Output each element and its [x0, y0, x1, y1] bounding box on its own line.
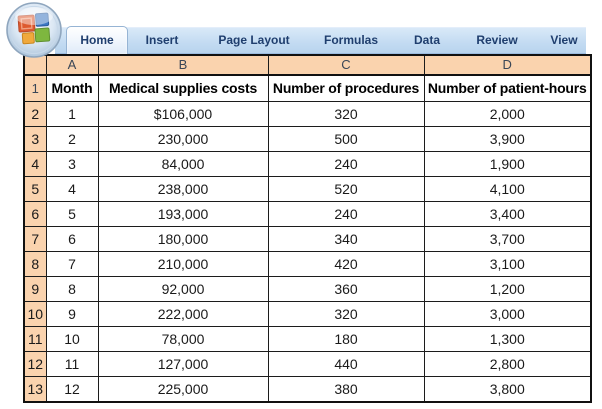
cell-month[interactable]: 4 [45, 176, 99, 202]
tab-data[interactable]: Data [413, 33, 441, 47]
header-cell-2[interactable]: Number of procedures [267, 74, 425, 102]
cell-month[interactable]: 9 [45, 301, 99, 327]
cell-procedures[interactable]: 380 [267, 376, 425, 403]
cell-cost[interactable]: 225,000 [97, 376, 269, 403]
cell-hours[interactable]: 2,800 [423, 351, 592, 377]
row-header-7[interactable]: 7 [23, 226, 47, 252]
ribbon-tab-bar: Home Insert Page Layout Formulas Data Re… [55, 26, 586, 54]
column-header-D[interactable]: D [423, 54, 592, 76]
table-row: 9 8 92,000 360 1,200 [23, 276, 592, 302]
cell-cost[interactable]: 193,000 [97, 201, 269, 227]
cell-cost[interactable]: 180,000 [97, 226, 269, 252]
cell-month[interactable]: 11 [45, 351, 99, 377]
table-row: 7 6 180,000 340 3,700 [23, 226, 592, 252]
table-row: 2 1 $106,000 320 2,000 [23, 101, 592, 127]
cell-cost[interactable]: 210,000 [97, 251, 269, 277]
row-header-6[interactable]: 6 [23, 201, 47, 227]
cell-cost[interactable]: 92,000 [97, 276, 269, 302]
header-row: 1 Month Medical supplies costs Number of pr… [23, 74, 592, 102]
cell-cost[interactable]: 127,000 [97, 351, 269, 377]
cell-month[interactable]: 2 [45, 126, 99, 152]
cell-hours[interactable]: 1,300 [423, 326, 592, 352]
cell-hours[interactable]: 3,400 [423, 201, 592, 227]
cell-month[interactable]: 5 [45, 201, 99, 227]
cell-procedures[interactable]: 240 [267, 201, 425, 227]
cell-month[interactable]: 3 [45, 151, 99, 177]
cell-hours[interactable]: 4,100 [423, 176, 592, 202]
cell-cost[interactable]: 230,000 [97, 126, 269, 152]
row-header-9[interactable]: 9 [23, 276, 47, 302]
cell-cost[interactable]: $106,000 [97, 101, 269, 127]
table-row: 11 10 78,000 180 1,300 [23, 326, 592, 352]
row-header-11[interactable]: 11 [23, 326, 47, 352]
spreadsheet-body: A B C D 1 Month Medical supplies costs Number o… [23, 54, 592, 403]
tab-page-layout[interactable]: Page Layout [218, 33, 290, 47]
cell-hours[interactable]: 3,800 [423, 376, 592, 403]
cell-procedures[interactable]: 240 [267, 151, 425, 177]
cell-cost[interactable]: 238,000 [97, 176, 269, 202]
table-row: 4 3 84,000 240 1,900 [23, 151, 592, 177]
table-row: 5 4 238,000 520 4,100 [23, 176, 592, 202]
cell-month[interactable]: 10 [45, 326, 99, 352]
row-header-10[interactable]: 10 [23, 301, 47, 327]
cell-cost[interactable]: 84,000 [97, 151, 269, 177]
tab-insert[interactable]: Insert [145, 33, 179, 47]
table-row: 12 11 127,000 440 2,800 [23, 351, 592, 377]
table-row: 3 2 230,000 500 3,900 [23, 126, 592, 152]
header-cell-3[interactable]: Number of patient-hours [423, 74, 592, 102]
cell-hours[interactable]: 2,000 [423, 101, 592, 127]
tab-view[interactable]: View [550, 33, 578, 47]
spreadsheet-table: A B C D 1 Month Medical supplies costs Number o… [23, 54, 592, 403]
cell-month[interactable]: 1 [45, 101, 99, 127]
table-row: 8 7 210,000 420 3,100 [23, 251, 592, 277]
cell-procedures[interactable]: 520 [267, 176, 425, 202]
cell-month[interactable]: 8 [45, 276, 99, 302]
cell-month[interactable]: 12 [45, 376, 99, 403]
row-header-4[interactable]: 4 [23, 151, 47, 177]
column-header-A[interactable]: A [45, 54, 99, 76]
cell-month[interactable]: 7 [45, 251, 99, 277]
row-header-1[interactable]: 1 [23, 74, 47, 102]
header-cell-1[interactable]: Medical supplies costs [97, 74, 269, 102]
cell-hours[interactable]: 1,900 [423, 151, 592, 177]
column-header-B[interactable]: B [97, 54, 269, 76]
cell-procedures[interactable]: 420 [267, 251, 425, 277]
table-row: 10 9 222,000 320 3,000 [23, 301, 592, 327]
cell-hours[interactable]: 3,000 [423, 301, 592, 327]
table-row: 6 5 193,000 240 3,400 [23, 201, 592, 227]
row-header-3[interactable]: 3 [23, 126, 47, 152]
cell-cost[interactable]: 78,000 [97, 326, 269, 352]
cell-hours[interactable]: 3,700 [423, 226, 592, 252]
cell-procedures[interactable]: 320 [267, 301, 425, 327]
tab-review[interactable]: Review [476, 33, 518, 47]
table-row: 13 12 225,000 380 3,800 [23, 376, 592, 403]
cell-procedures[interactable]: 180 [267, 326, 425, 352]
tab-formulas[interactable]: Formulas [323, 33, 379, 47]
cell-procedures[interactable]: 500 [267, 126, 425, 152]
header-cell-0[interactable]: Month [45, 74, 99, 102]
cell-procedures[interactable]: 320 [267, 101, 425, 127]
cell-hours[interactable]: 3,900 [423, 126, 592, 152]
row-header-2[interactable]: 2 [23, 101, 47, 127]
column-header-C[interactable]: C [267, 54, 425, 76]
row-header-5[interactable]: 5 [23, 176, 47, 202]
tab-home[interactable]: Home [66, 26, 128, 54]
row-header-8[interactable]: 8 [23, 251, 47, 277]
cell-hours[interactable]: 1,200 [423, 276, 592, 302]
cell-procedures[interactable]: 360 [267, 276, 425, 302]
cell-cost[interactable]: 222,000 [97, 301, 269, 327]
cell-hours[interactable]: 3,100 [423, 251, 592, 277]
office-logo-icon [6, 2, 62, 58]
row-header-13[interactable]: 13 [23, 376, 47, 403]
cell-month[interactable]: 6 [45, 226, 99, 252]
cell-procedures[interactable]: 340 [267, 226, 425, 252]
cell-procedures[interactable]: 440 [267, 351, 425, 377]
office-button[interactable] [5, 1, 63, 59]
row-header-12[interactable]: 12 [23, 351, 47, 377]
